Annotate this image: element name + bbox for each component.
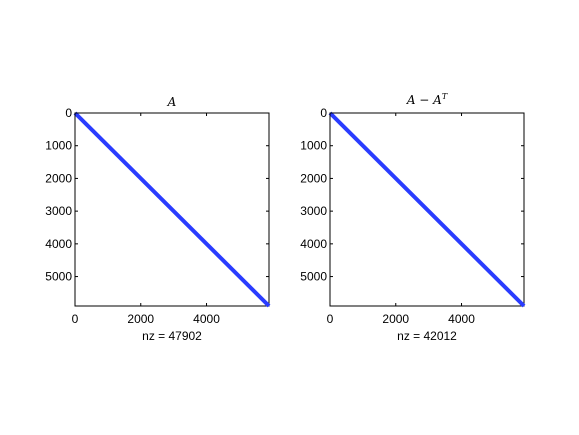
- panel-a-minus-at-ytick-label: 0: [320, 106, 327, 120]
- panel-a-minus-at-xlabel: nz = 42012: [397, 329, 457, 343]
- panel-a-minus-at-ytick-label: 1000: [300, 139, 327, 153]
- panel-a-marks: [73, 111, 271, 308]
- panel-a-ytick-label: 5000: [45, 270, 72, 284]
- panel-a-minus-at-xtick-label: 2000: [382, 312, 409, 326]
- panel-a-minus-at-ytick-label: 4000: [300, 237, 327, 251]
- panel-a-xtick-label: 4000: [193, 312, 220, 326]
- panel-a-minus-at-ticks: 0 2000 4000 0 1000 2000 3000 4000 5000: [300, 106, 524, 326]
- panel-a-minus-at: A − AT 0 2000 4000 0 1000 2000 3000 4000 5000 nz…: [300, 92, 526, 343]
- panel-a-ticks: 0 2000 4000 0 1000 2000 3000 4000 5000: [45, 106, 269, 326]
- panel-a-xtick-label: 2000: [127, 312, 154, 326]
- panel-a-ytick-label: 3000: [45, 204, 72, 218]
- panel-a-minus-at-axes-box: [329, 112, 525, 307]
- panel-a-ytick-label: 4000: [45, 237, 72, 251]
- panel-a-minus-at-title-sup: T: [442, 92, 448, 101]
- panel-a-xlabel: nz = 47902: [142, 329, 202, 343]
- panel-a-minus-at-ytick-label: 2000: [300, 171, 327, 185]
- panel-a-axes-box: [74, 112, 270, 307]
- panel-a-diagonal-band: [73, 111, 271, 308]
- panel-a-ytick-label: 0: [65, 106, 72, 120]
- panel-a: A 0 2000 4000 0 1000 2000 3000 4000 5000 nz = 47…: [45, 95, 271, 343]
- panel-a-minus-at-xtick-label: 4000: [448, 312, 475, 326]
- panel-a-minus-at-title-base: A − A: [406, 93, 442, 107]
- panel-a-minus-at-ytick-label: 5000: [300, 270, 327, 284]
- panel-a-ytick-label: 2000: [45, 171, 72, 185]
- panel-a-minus-at-xtick-label: 0: [327, 312, 334, 326]
- panel-a-xtick-label: 0: [72, 312, 79, 326]
- panel-a-minus-at-ytick-label: 3000: [300, 204, 327, 218]
- panel-a-minus-at-diagonal-band: [328, 111, 526, 308]
- panel-a-title: A: [167, 95, 177, 109]
- panel-a-minus-at-marks: [328, 111, 526, 308]
- panel-a-ytick-label: 1000: [45, 139, 72, 153]
- panel-a-minus-at-title: A − AT: [406, 92, 448, 107]
